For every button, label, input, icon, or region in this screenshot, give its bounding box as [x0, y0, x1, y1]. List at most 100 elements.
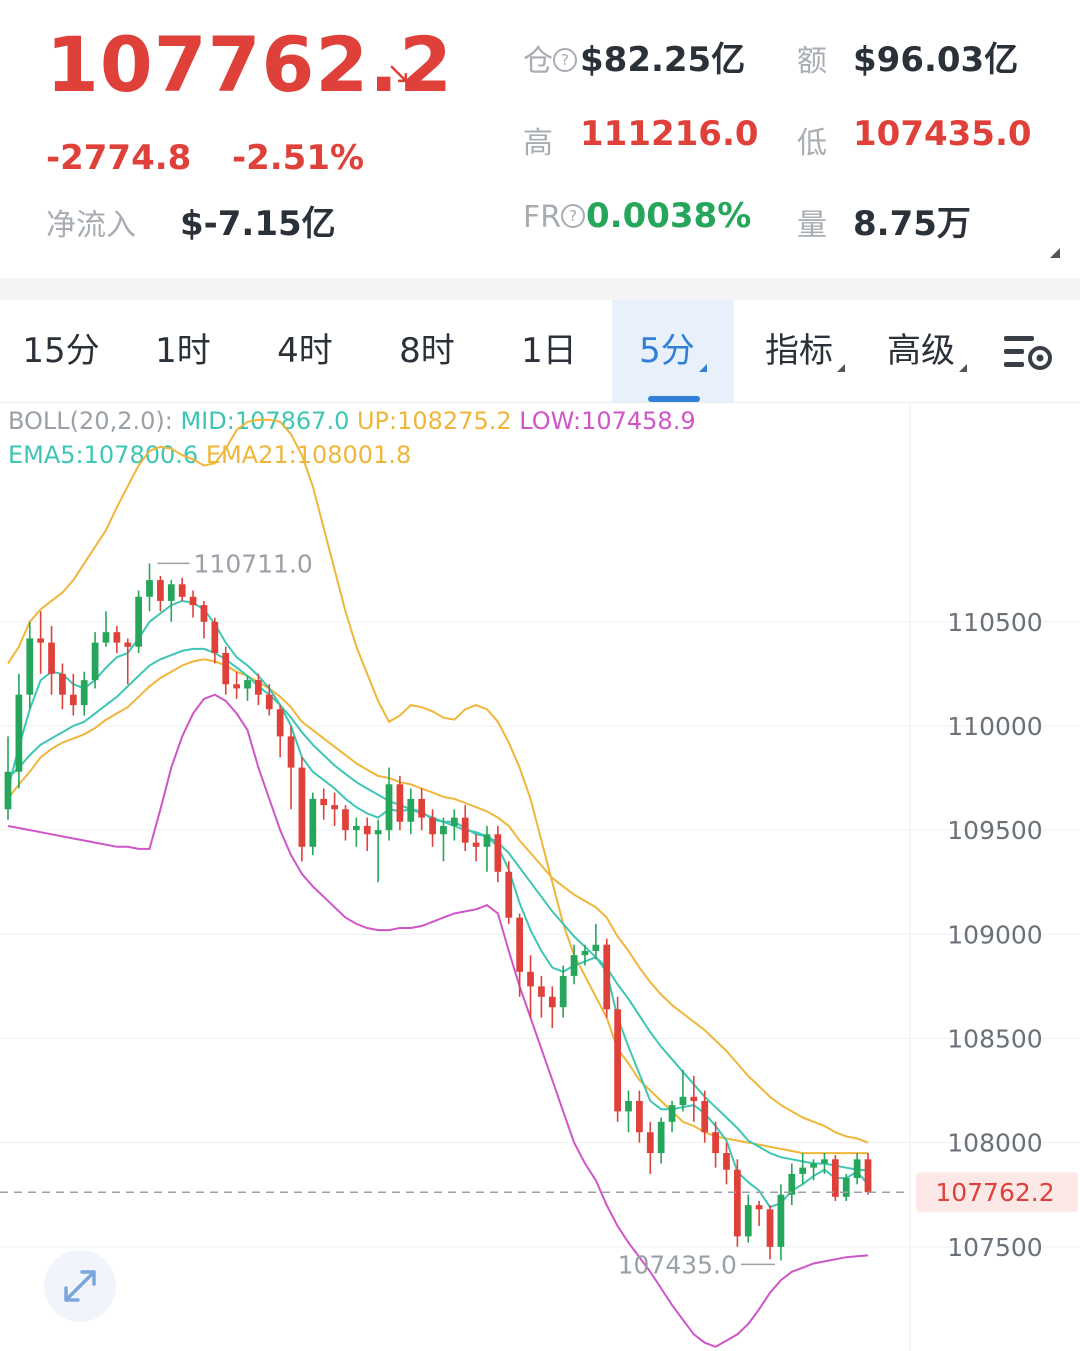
interval-tab-bar: 15分 1时 4时 8时 1日 5分 指标 高级	[0, 300, 1080, 403]
boll-label: BOLL(20,2.0):	[8, 407, 173, 435]
high-value: 111216.0	[580, 114, 759, 154]
max-annotation: 110711.0	[194, 549, 313, 578]
dropdown-corner-icon	[959, 364, 967, 372]
candle-body	[527, 971, 534, 987]
funding-rate-value: 0.0038%	[586, 196, 752, 236]
candle-body	[712, 1132, 719, 1154]
expand-stats-corner-icon[interactable]	[1050, 248, 1060, 258]
chart-settings-icon[interactable]	[1002, 330, 1054, 374]
tab-15m[interactable]: 15分	[0, 300, 122, 402]
y-tick-label: 109500	[947, 816, 1042, 845]
boll-lower-line	[7, 693, 869, 1348]
candlestick-chart[interactable]: BOLL(20,2.0): MID:107867.0 UP:108275.2 L…	[0, 403, 1080, 1351]
candle-body	[592, 944, 600, 951]
candle-body	[276, 709, 284, 737]
y-tick-label: 108500	[947, 1024, 1042, 1053]
dropdown-corner-icon	[837, 364, 845, 372]
candle-body	[494, 834, 502, 872]
candle-body	[80, 680, 88, 706]
open-interest-label[interactable]: 仓?	[523, 36, 577, 80]
tab-indicators[interactable]: 指标	[744, 300, 866, 402]
candle-body	[505, 871, 513, 918]
turnover-label: 额	[797, 44, 827, 79]
candle-body	[821, 1159, 828, 1164]
candle-body	[777, 1194, 785, 1247]
y-tick-label: 107500	[947, 1233, 1042, 1262]
candle-body	[723, 1153, 730, 1170]
candle-body	[244, 680, 251, 689]
y-tick-label: 110000	[947, 712, 1042, 741]
help-icon[interactable]: ?	[553, 47, 577, 72]
candle-body	[636, 1100, 643, 1133]
candle-body	[342, 809, 349, 831]
candle-body	[48, 642, 55, 674]
tab-advanced[interactable]: 高级	[866, 300, 988, 402]
candle-body	[233, 684, 240, 689]
candle-body	[679, 1096, 687, 1106]
candle-body	[864, 1159, 872, 1193]
candle-body	[178, 584, 186, 597]
tab-label: 1日	[521, 331, 577, 371]
ticker-header: 107762.2 ↘ -2774.8 -2.51% 净流入 $-7.15亿 仓?…	[0, 0, 1080, 278]
y-tick-label: 110500	[947, 608, 1042, 637]
fullscreen-button[interactable]	[44, 1250, 116, 1322]
candle-body	[309, 798, 317, 847]
y-tick-label: 109000	[947, 920, 1042, 949]
tab-5m[interactable]: 5分	[612, 300, 734, 402]
tab-4h[interactable]: 4时	[244, 300, 366, 402]
help-icon[interactable]: ?	[561, 203, 586, 228]
ema5-line	[7, 599, 869, 1209]
tab-8h[interactable]: 8时	[366, 300, 488, 402]
open-interest-label-text: 仓	[523, 44, 553, 79]
candle-body	[853, 1159, 861, 1179]
ema21-value: EMA21:108001.8	[205, 441, 412, 469]
candle-body	[668, 1105, 676, 1122]
candle-body	[516, 917, 524, 972]
candle-body	[287, 736, 295, 768]
open-interest-value: $82.25亿	[580, 40, 746, 80]
candle-body	[733, 1169, 741, 1237]
candle-body	[646, 1132, 654, 1154]
candle-body	[200, 605, 208, 622]
candle-body	[102, 632, 110, 643]
min-annotation: 107435.0	[618, 1250, 737, 1279]
candle-body	[91, 642, 99, 681]
dropdown-corner-icon	[698, 364, 707, 372]
candle-body	[37, 638, 45, 643]
tab-1h[interactable]: 1时	[122, 300, 244, 402]
tab-1d[interactable]: 1日	[488, 300, 610, 402]
candle-body	[429, 817, 436, 835]
tab-label: 8时	[399, 331, 455, 371]
candle-body	[59, 673, 66, 695]
funding-rate-label[interactable]: FR?	[523, 200, 586, 235]
tab-label: 1时	[155, 331, 211, 371]
tab-label: 15分	[22, 331, 100, 371]
candle-body	[320, 798, 328, 806]
active-tab-indicator	[648, 396, 700, 402]
candle-body	[570, 955, 578, 976]
boll-mid-line	[7, 647, 869, 1172]
candle-body	[222, 653, 230, 685]
candle-body	[625, 1100, 632, 1112]
boll-upper-line	[7, 418, 868, 1155]
tab-label: 4时	[277, 331, 333, 371]
candle-body	[189, 596, 197, 606]
candle-body	[385, 784, 393, 831]
y-tick-label: 108000	[947, 1129, 1042, 1158]
candle-body	[146, 580, 153, 597]
price-change: -2774.8	[46, 138, 192, 178]
candle-body	[418, 798, 426, 818]
candle-body	[603, 944, 611, 1010]
candle-body	[559, 975, 567, 1008]
net-inflow-value: $-7.15亿	[180, 204, 336, 244]
candle-body	[614, 1009, 621, 1112]
plot-area[interactable]: 110500 110000 109500 109000 108500 108000 1075…	[0, 403, 1080, 1351]
tab-label: 指标	[765, 331, 833, 371]
candle-body	[538, 986, 545, 997]
last-price-tag	[916, 1172, 1078, 1213]
candle-body	[352, 825, 360, 831]
boll-mid-value: MID:107867.0	[180, 407, 350, 435]
candle-body	[363, 825, 371, 835]
candle-body	[657, 1121, 665, 1154]
candle-body	[135, 596, 143, 647]
